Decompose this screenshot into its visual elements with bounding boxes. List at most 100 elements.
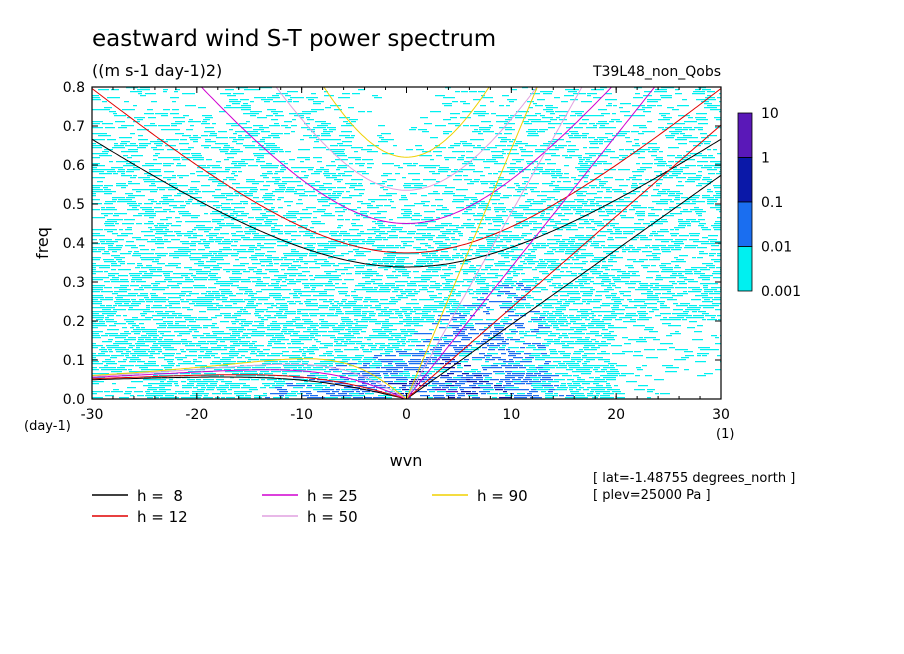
heat-cell — [207, 297, 220, 299]
heat-cell — [366, 379, 378, 381]
heat-cell — [114, 287, 127, 289]
heat-cell — [555, 147, 564, 149]
heat-cell — [198, 341, 206, 343]
heat-cell — [653, 299, 659, 301]
heat-cell — [279, 309, 288, 311]
heat-cell — [282, 371, 293, 373]
heat-cell — [240, 309, 246, 311]
heat-cell — [455, 91, 460, 93]
heat-cell — [158, 125, 170, 127]
heat-cell — [501, 353, 506, 355]
heat-cell — [616, 327, 627, 329]
heat-cell — [308, 169, 313, 171]
heat-cell — [608, 259, 613, 261]
heat-cell — [568, 145, 576, 147]
heat-cell — [601, 341, 606, 343]
heat-cell — [512, 139, 516, 141]
heat-cell — [489, 125, 493, 127]
heat-cell — [271, 279, 282, 281]
heat-cell — [574, 135, 587, 137]
heat-cell — [476, 377, 483, 379]
heat-cell — [214, 197, 227, 199]
heat-cell — [338, 333, 351, 335]
heat-cell — [692, 289, 702, 291]
heat-cell — [670, 229, 674, 231]
heat-cell — [136, 327, 140, 329]
heat-cell — [180, 299, 184, 301]
heat-cell — [672, 109, 679, 111]
heat-cell — [493, 363, 506, 365]
heat-cell — [283, 215, 296, 217]
heat-cell — [645, 375, 652, 377]
heat-cell — [140, 195, 145, 197]
heat-cell — [719, 101, 721, 103]
heat-cell — [143, 179, 155, 181]
heat-cell — [363, 365, 367, 367]
heat-cell — [689, 129, 695, 131]
heat-cell — [300, 97, 304, 99]
heat-cell — [509, 141, 513, 143]
heat-cell — [203, 357, 211, 359]
heat-cell — [375, 343, 385, 345]
heat-cell — [485, 267, 491, 269]
heat-cell — [595, 371, 605, 373]
heat-cell — [138, 213, 150, 215]
heat-cell — [112, 197, 125, 199]
heat-cell — [698, 317, 704, 319]
heat-cell — [641, 265, 650, 267]
heat-cell — [614, 191, 626, 193]
heat-cell — [424, 371, 435, 373]
heat-cell — [223, 247, 230, 249]
heat-cell — [515, 341, 525, 343]
heat-cell — [187, 379, 195, 381]
heat-cell — [197, 175, 209, 177]
heat-cell — [167, 317, 174, 319]
heat-cell — [188, 237, 197, 239]
heat-cell — [292, 351, 302, 353]
heat-cell — [253, 237, 265, 239]
heat-cell — [684, 121, 697, 123]
heat-cell — [620, 293, 624, 295]
heat-cell — [492, 155, 503, 157]
heat-cell — [492, 219, 503, 221]
heat-cell — [248, 131, 258, 133]
heat-cell — [585, 161, 596, 163]
heat-cell — [92, 333, 99, 335]
heat-cell — [400, 247, 405, 249]
heat-cell — [310, 315, 317, 317]
heat-cell — [406, 149, 413, 151]
heat-cell — [677, 105, 689, 107]
heat-cell — [620, 245, 626, 247]
heat-cell — [326, 361, 335, 363]
heat-cell — [648, 151, 657, 153]
heat-cell — [575, 341, 587, 343]
heat-cell — [271, 289, 280, 291]
heat-cell — [130, 133, 135, 135]
heat-cell — [295, 253, 308, 255]
heat-cell — [251, 379, 259, 381]
heat-cell — [264, 203, 273, 205]
heat-cell — [527, 135, 539, 137]
heat-cell — [570, 257, 574, 259]
heat-cell — [581, 313, 594, 315]
heat-cell — [196, 343, 209, 345]
heat-cell — [115, 303, 122, 305]
heat-cell — [498, 241, 503, 243]
heat-cell — [513, 381, 521, 383]
heat-cell — [272, 191, 279, 193]
heat-cell — [485, 219, 491, 221]
heat-cell — [505, 375, 514, 377]
heat-cell — [580, 165, 591, 167]
heat-cell — [189, 329, 197, 331]
heat-cell — [521, 289, 531, 291]
heat-cell — [158, 157, 171, 159]
heat-cell — [92, 289, 103, 291]
heat-cell — [323, 291, 327, 293]
heat-cell — [610, 157, 619, 159]
heat-cell — [408, 217, 412, 219]
heat-cell — [351, 121, 356, 123]
heat-cell — [181, 275, 188, 277]
heat-cell — [361, 289, 367, 291]
heat-cell — [156, 297, 166, 299]
heat-cell — [257, 111, 262, 113]
